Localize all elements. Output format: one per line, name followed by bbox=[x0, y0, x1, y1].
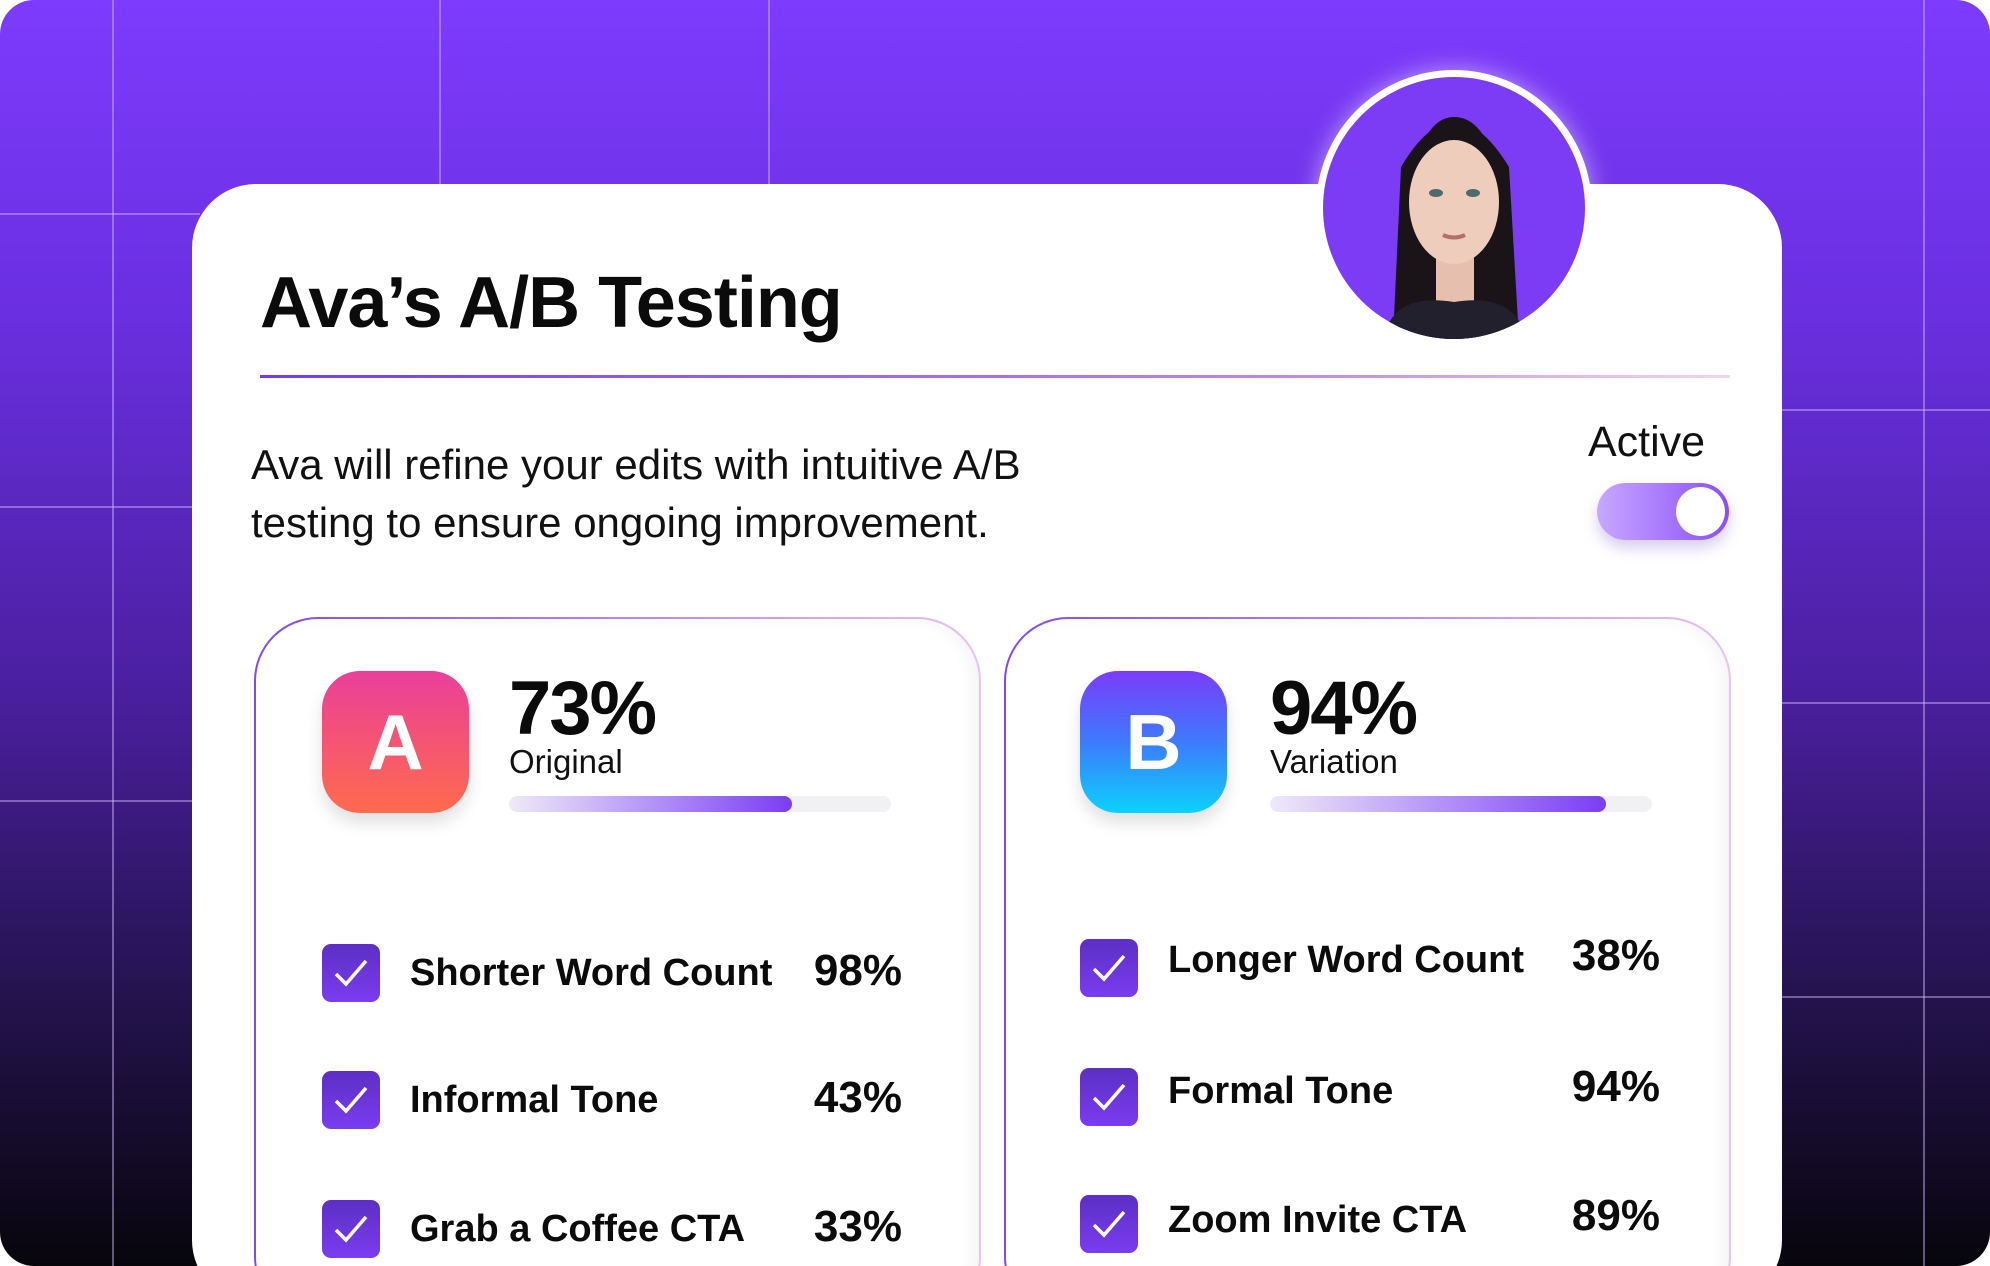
variant-a-score: 73% bbox=[509, 666, 657, 751]
grid-line bbox=[1780, 996, 1990, 998]
variant-a-progress bbox=[509, 796, 891, 812]
page-title: Ava’s A/B Testing bbox=[260, 263, 843, 343]
item-value: 38% bbox=[1571, 931, 1660, 980]
item-label: Informal Tone bbox=[410, 1079, 659, 1121]
grid-line bbox=[1780, 702, 1990, 704]
variant-b-score: 94% bbox=[1270, 666, 1418, 751]
list-item[interactable]: Informal Tone 43% bbox=[322, 1071, 902, 1131]
checkbox[interactable] bbox=[322, 944, 380, 1002]
check-icon bbox=[334, 959, 368, 987]
list-item[interactable]: Grab a Coffee CTA 33% bbox=[322, 1200, 902, 1260]
item-label: Shorter Word Count bbox=[410, 952, 773, 994]
description: Ava will refine your edits with intuitiv… bbox=[251, 441, 1021, 546]
variant-b-progress bbox=[1270, 796, 1652, 812]
item-value: 94% bbox=[1571, 1062, 1660, 1111]
list-item[interactable]: Longer Word Count 38% bbox=[1080, 931, 1660, 999]
item-value: 98% bbox=[813, 946, 902, 995]
toggle-knob bbox=[1676, 487, 1725, 536]
check-icon bbox=[1092, 954, 1126, 982]
list-item[interactable]: Zoom Invite CTA 89% bbox=[1080, 1191, 1660, 1255]
checkbox[interactable] bbox=[1080, 939, 1138, 997]
active-toggle[interactable] bbox=[1597, 483, 1729, 540]
check-icon bbox=[1092, 1210, 1126, 1238]
avatar bbox=[1316, 70, 1592, 346]
item-value: 43% bbox=[813, 1073, 902, 1122]
progress-fill bbox=[509, 796, 792, 812]
grid-line bbox=[0, 213, 200, 215]
item-label: Zoom Invite CTA bbox=[1168, 1199, 1468, 1241]
list-item[interactable]: Formal Tone 94% bbox=[1080, 1062, 1660, 1128]
checkbox[interactable] bbox=[1080, 1195, 1138, 1253]
item-value: 33% bbox=[813, 1202, 902, 1251]
variant-b-badge: B bbox=[1080, 671, 1227, 813]
variant-b-name: Variation bbox=[1270, 743, 1398, 780]
check-icon bbox=[334, 1086, 368, 1114]
item-label: Grab a Coffee CTA bbox=[410, 1208, 746, 1250]
variant-b-panel: B 94% Variation Longer Word Count 38% Fo… bbox=[1004, 617, 1731, 1266]
check-icon bbox=[1092, 1083, 1126, 1111]
grid-line bbox=[1780, 409, 1990, 411]
item-label: Formal Tone bbox=[1168, 1070, 1394, 1112]
variant-a-badge: A bbox=[322, 671, 469, 813]
divider bbox=[260, 375, 1730, 378]
variant-a-name: Original bbox=[509, 743, 623, 780]
checkbox[interactable] bbox=[322, 1200, 380, 1258]
progress-fill bbox=[1270, 796, 1607, 812]
item-label: Longer Word Count bbox=[1168, 939, 1525, 981]
checkbox[interactable] bbox=[322, 1071, 380, 1129]
check-icon bbox=[334, 1215, 368, 1243]
item-value: 89% bbox=[1571, 1191, 1660, 1240]
checkbox[interactable] bbox=[1080, 1068, 1138, 1126]
variant-a-panel: A 73% Original Shorter Word Count 98% In… bbox=[254, 617, 981, 1266]
grid-line bbox=[0, 506, 200, 508]
woman-portrait-icon bbox=[1323, 77, 1585, 339]
list-item[interactable]: Shorter Word Count 98% bbox=[322, 944, 902, 1004]
grid-line bbox=[1923, 0, 1925, 1266]
grid-line bbox=[112, 0, 114, 1266]
grid-line bbox=[0, 800, 200, 802]
toggle-label: Active bbox=[1588, 418, 1706, 466]
